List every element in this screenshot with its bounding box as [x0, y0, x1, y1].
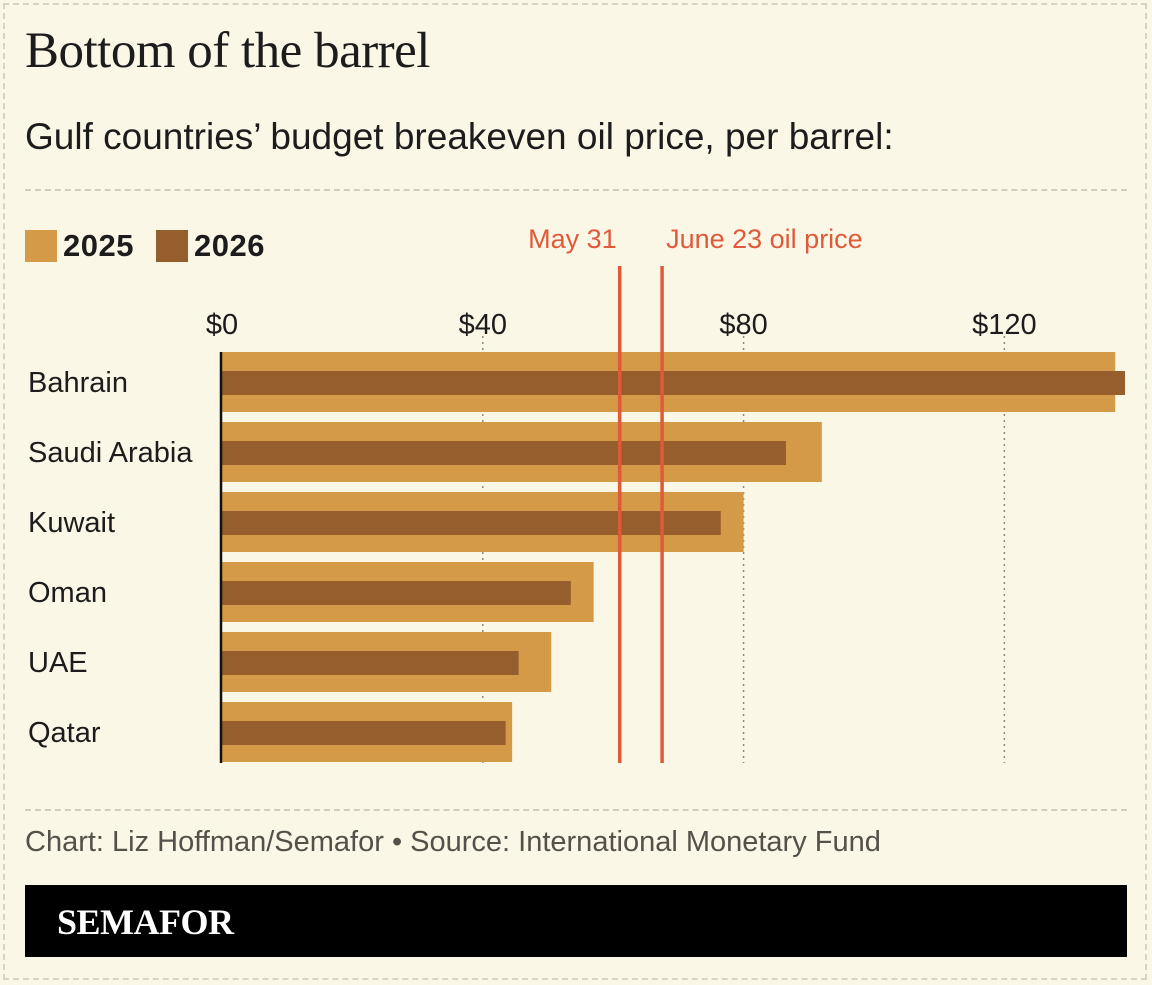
- bar-2026-saudi-arabia: [222, 441, 786, 465]
- legend-label-2025: 2025: [63, 228, 134, 263]
- top-divider: [25, 189, 1127, 191]
- legend-item-2025: 2025: [25, 228, 134, 264]
- category-label: Kuwait: [28, 507, 115, 539]
- reference-line-label: May 31: [528, 224, 617, 254]
- x-tick-label: $80: [719, 309, 767, 341]
- x-tick-label: $0: [206, 309, 238, 341]
- legend-item-2026: 2026: [155, 228, 265, 264]
- legend-label-2026: 2026: [193, 228, 265, 263]
- reference-line-label: June 23 oil price: [666, 224, 863, 254]
- bottom-divider: [25, 809, 1127, 811]
- x-tick-label: $40: [459, 309, 507, 341]
- bar-2026-bahrain: [222, 371, 1125, 395]
- x-tick-label: $120: [972, 309, 1037, 341]
- legend: 2025 2026: [25, 228, 287, 264]
- category-label: Saudi Arabia: [28, 437, 193, 469]
- category-label: Oman: [28, 577, 107, 609]
- category-label: Bahrain: [28, 367, 128, 399]
- chart-frame: [3, 3, 1147, 980]
- bar-2026-oman: [222, 581, 571, 605]
- bar-2026-qatar: [222, 721, 506, 745]
- category-label: UAE: [28, 647, 88, 679]
- chart-credit: Chart: Liz Hoffman/Semafor • Source: Int…: [25, 826, 881, 858]
- legend-swatch-2026: [155, 230, 188, 262]
- category-label: Qatar: [28, 717, 101, 749]
- bar-2026-kuwait: [222, 511, 721, 535]
- chart-title: Bottom of the barrel: [25, 23, 430, 79]
- legend-swatch-2025: [25, 230, 57, 262]
- chart-subtitle: Gulf countries’ budget breakeven oil pri…: [25, 116, 894, 157]
- brand-bar: SEMAFOR: [25, 885, 1127, 957]
- semafor-logo: SEMAFOR: [57, 902, 234, 942]
- bar-2026-uae: [222, 651, 519, 675]
